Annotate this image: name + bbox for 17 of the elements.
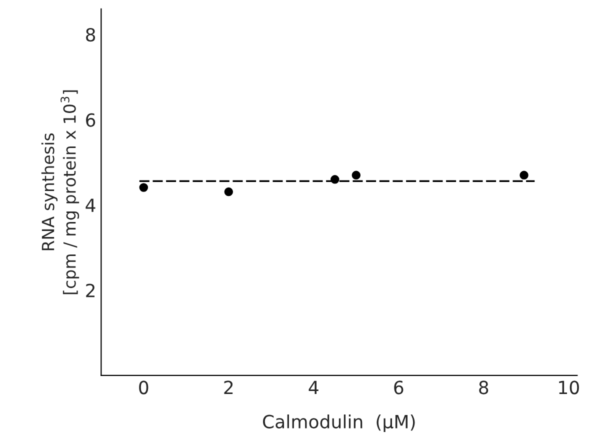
y-tick-label: 6 [86,113,96,127]
y-axis-title: RNA synthesis [cpm / mg protein x 10$^{3}$] [41,90,80,294]
point [139,183,148,192]
point [224,187,234,196]
x-tick-label: 2 [224,380,233,394]
x-axis-title: Calmodulin (µM) [262,414,415,432]
x-tick-label: 6 [394,380,404,394]
y-tick-label: 2 [86,284,94,298]
point [330,175,340,184]
y-tick-label: 8 [86,28,96,42]
point [520,170,528,180]
x-tick-label: 10 [559,380,579,394]
x-tick-label: 0 [139,380,148,394]
y-tick-label: 4 [86,198,96,212]
x-tick-label: 4 [308,380,318,394]
x-tick-label: 8 [479,380,488,394]
point [352,170,361,180]
